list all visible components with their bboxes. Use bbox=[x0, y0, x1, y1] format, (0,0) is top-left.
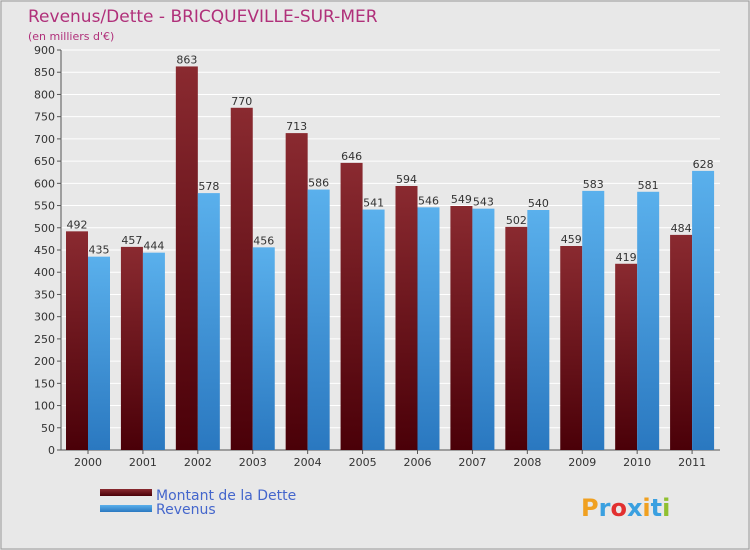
y-tick-label: 700 bbox=[34, 133, 55, 146]
data-label: 457 bbox=[121, 234, 142, 247]
bar-revenus bbox=[582, 190, 605, 450]
bar-revenus bbox=[362, 209, 385, 450]
y-tick-label: 600 bbox=[34, 177, 55, 190]
logo-letter: i bbox=[662, 494, 670, 522]
x-tick-label: 2004 bbox=[294, 456, 322, 469]
data-label: 581 bbox=[638, 179, 659, 192]
data-label: 594 bbox=[396, 173, 417, 186]
legend-swatch-revenus bbox=[100, 505, 152, 512]
y-tick-label: 650 bbox=[34, 155, 55, 168]
bar-dette bbox=[395, 186, 418, 450]
data-label: 459 bbox=[561, 233, 582, 246]
x-tick-label: 2001 bbox=[129, 456, 157, 469]
x-tick-label: 2007 bbox=[458, 456, 486, 469]
bar-dette bbox=[505, 226, 528, 450]
bar-revenus bbox=[417, 207, 440, 450]
legend: Montant de la Dette Revenus bbox=[100, 488, 296, 518]
data-label: 713 bbox=[286, 120, 307, 133]
data-label: 578 bbox=[198, 180, 219, 193]
bar-dette bbox=[66, 231, 88, 450]
x-tick-label: 2008 bbox=[513, 456, 541, 469]
bar-revenus bbox=[252, 247, 275, 450]
data-label: 435 bbox=[89, 244, 110, 257]
bar-revenus bbox=[692, 170, 715, 450]
bar-dette bbox=[450, 206, 473, 450]
bar-dette bbox=[670, 234, 693, 450]
bar-revenus bbox=[472, 208, 495, 450]
bar-dette bbox=[560, 246, 583, 450]
y-tick-label: 150 bbox=[34, 377, 55, 390]
data-label: 546 bbox=[418, 194, 439, 207]
logo-letter: r bbox=[599, 494, 611, 522]
plot-area: 0 50 100 150 200 250 300 350 400 450 500 550 600 650 7… bbox=[34, 44, 720, 469]
y-tick-label: 400 bbox=[34, 266, 55, 279]
data-label: 770 bbox=[231, 95, 252, 108]
data-label: 492 bbox=[67, 218, 88, 231]
data-label: 586 bbox=[308, 177, 329, 190]
y-tick-label: 500 bbox=[34, 222, 55, 235]
logo-letter: o bbox=[610, 494, 627, 522]
legend-label-revenus: Revenus bbox=[156, 502, 216, 518]
chart-subtitle: (en milliers d'€) bbox=[28, 30, 114, 43]
bar-revenus bbox=[307, 189, 330, 451]
y-tick-label: 800 bbox=[34, 88, 55, 101]
y-tick-label: 350 bbox=[34, 288, 55, 301]
bar-revenus bbox=[527, 210, 550, 450]
bar-dette bbox=[615, 263, 638, 450]
data-label: 628 bbox=[693, 158, 714, 171]
x-tick-label: 2000 bbox=[74, 456, 102, 469]
y-tick-label: 850 bbox=[34, 66, 55, 79]
y-tick-label: 0 bbox=[48, 444, 55, 457]
data-label: 541 bbox=[363, 197, 384, 210]
x-tick-label: 2011 bbox=[678, 456, 706, 469]
bar-dette bbox=[175, 66, 198, 450]
bar-dette bbox=[340, 162, 363, 450]
data-label: 484 bbox=[671, 222, 692, 235]
y-tick-label: 900 bbox=[34, 44, 55, 57]
bar-revenus bbox=[637, 191, 660, 450]
y-tick-label: 50 bbox=[41, 422, 55, 435]
y-tick-label: 450 bbox=[34, 244, 55, 257]
x-tick-label: 2002 bbox=[184, 456, 212, 469]
x-tick-label: 2006 bbox=[404, 456, 432, 469]
x-tick-label: 2003 bbox=[239, 456, 267, 469]
data-label: 543 bbox=[473, 196, 494, 209]
proxiti-logo: Proxiti bbox=[581, 494, 670, 522]
data-label: 502 bbox=[506, 214, 527, 227]
bar-revenus bbox=[88, 256, 110, 450]
data-label: 444 bbox=[143, 240, 164, 253]
x-tick-label: 2010 bbox=[623, 456, 651, 469]
logo-letter: t bbox=[651, 494, 662, 522]
data-label: 863 bbox=[176, 53, 197, 66]
y-tick-label: 200 bbox=[34, 355, 55, 368]
data-label: 419 bbox=[616, 251, 637, 264]
y-tick-label: 250 bbox=[34, 333, 55, 346]
y-tick-label: 300 bbox=[34, 311, 55, 324]
logo-letter: x bbox=[627, 494, 643, 522]
bar-dette bbox=[285, 133, 308, 450]
data-label: 456 bbox=[253, 234, 274, 247]
y-tick-label: 550 bbox=[34, 200, 55, 213]
bar-dette bbox=[120, 246, 143, 450]
data-label: 549 bbox=[451, 193, 472, 206]
y-tick-label: 750 bbox=[34, 111, 55, 124]
bar-revenus bbox=[142, 252, 165, 450]
legend-swatch-debt bbox=[100, 489, 152, 496]
data-label: 540 bbox=[528, 197, 549, 210]
x-tick-label: 2005 bbox=[349, 456, 377, 469]
x-tick-label: 2009 bbox=[568, 456, 596, 469]
bar-dette bbox=[230, 107, 253, 451]
data-label: 646 bbox=[341, 150, 362, 163]
logo-letter: P bbox=[581, 494, 599, 522]
chart-title: Revenus/Dette - BRICQUEVILLE-SUR-MER bbox=[28, 7, 378, 27]
bar-revenus bbox=[197, 193, 220, 450]
legend-label-debt: Montant de la Dette bbox=[156, 488, 296, 504]
data-label: 583 bbox=[583, 178, 604, 191]
y-tick-label: 100 bbox=[34, 400, 55, 413]
logo-letter: i bbox=[642, 494, 650, 522]
